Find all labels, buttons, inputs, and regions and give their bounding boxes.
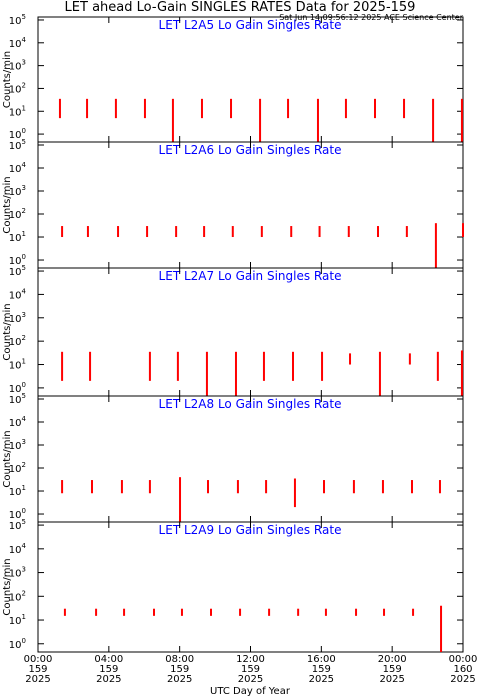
y-tick-label: 101 — [9, 613, 26, 627]
x-tick-day: 159 — [170, 664, 189, 675]
panel-title: LET L2A5 Lo Gain Singles Rate — [159, 18, 342, 32]
y-tick-label: 102 — [9, 589, 26, 603]
x-tick-label: 20:00 — [378, 654, 407, 665]
x-tick-day: 159 — [312, 664, 331, 675]
panel-title: LET L2A9 Lo Gain Singles Rate — [159, 523, 342, 537]
plot-frame — [37, 141, 464, 269]
x-tick-year: 2025 — [96, 674, 121, 685]
y-tick-label: 102 — [9, 81, 26, 95]
y-tick-exponent: 5 — [22, 138, 26, 146]
y-tick-label: 103 — [9, 59, 26, 73]
y-tick-exponent: 3 — [22, 311, 26, 319]
y-tick-label: 101 — [9, 230, 26, 244]
x-tick-label: 04:00 — [94, 654, 123, 665]
y-axis-label: Counts/min — [2, 558, 13, 615]
y-tick-exponent: 3 — [22, 438, 26, 446]
y-tick-label: 104 — [9, 287, 27, 301]
y-axis-label: Counts/min — [2, 303, 13, 360]
x-tick-label: 00:00 — [24, 654, 53, 665]
plot-frame — [37, 395, 464, 523]
y-tick-exponent: 0 — [22, 381, 26, 389]
x-tick-year: 2025 — [450, 674, 475, 685]
y-tick-exponent: 2 — [22, 81, 26, 89]
x-tick-year: 2025 — [379, 674, 404, 685]
y-tick-exponent: 0 — [22, 253, 26, 261]
y-axis-label: Counts/min — [2, 430, 13, 487]
y-tick-exponent: 0 — [22, 637, 26, 645]
y-tick-label: 105 — [9, 13, 26, 27]
panel-title: LET L2A7 Lo Gain Singles Rate — [159, 269, 342, 283]
y-tick-exponent: 4 — [22, 287, 27, 295]
y-tick-exponent: 1 — [22, 484, 26, 492]
x-tick-label: 12:00 — [236, 654, 265, 665]
y-tick-exponent: 2 — [22, 207, 26, 215]
y-tick-exponent: 0 — [22, 127, 26, 135]
y-tick-label: 105 — [9, 138, 26, 152]
plot-frame — [37, 16, 464, 143]
x-tick-day: 159 — [28, 664, 47, 675]
y-tick-label: 104 — [9, 542, 27, 556]
y-tick-exponent: 5 — [22, 264, 26, 272]
y-tick-exponent: 1 — [22, 230, 26, 238]
y-tick-label: 101 — [9, 484, 26, 498]
y-tick-label: 100 — [9, 637, 26, 651]
x-tick-label: 00:00 — [449, 654, 478, 665]
y-tick-label: 101 — [9, 358, 26, 372]
panel-title: LET L2A8 Lo Gain Singles Rate — [159, 397, 342, 411]
x-tick-year: 2025 — [238, 674, 263, 685]
plot-frame — [37, 267, 464, 397]
y-axis-label: Counts/min — [2, 176, 13, 233]
y-tick-exponent: 0 — [22, 507, 26, 515]
y-tick-label: 105 — [9, 392, 26, 406]
y-tick-label: 103 — [9, 184, 26, 198]
y-tick-exponent: 4 — [22, 542, 27, 550]
y-tick-label: 105 — [9, 264, 26, 278]
x-tick-day: 160 — [453, 664, 472, 675]
y-tick-exponent: 4 — [22, 36, 27, 44]
x-tick-year: 2025 — [167, 674, 192, 685]
y-tick-exponent: 2 — [22, 589, 26, 597]
x-tick-day: 159 — [383, 664, 402, 675]
y-tick-exponent: 2 — [22, 461, 26, 469]
x-tick-label: 08:00 — [165, 654, 194, 665]
x-tick-day: 159 — [99, 664, 118, 675]
y-tick-label: 101 — [9, 104, 26, 118]
y-tick-label: 104 — [9, 161, 27, 175]
y-tick-label: 102 — [9, 461, 26, 475]
x-tick-label: 16:00 — [307, 654, 336, 665]
y-tick-exponent: 1 — [22, 613, 26, 621]
y-tick-exponent: 3 — [22, 566, 26, 574]
x-tick-year: 2025 — [309, 674, 334, 685]
chart-title: LET ahead Lo-Gain SINGLES RATES Data for… — [65, 0, 416, 15]
y-tick-exponent: 2 — [22, 334, 26, 342]
y-tick-label: 103 — [9, 311, 26, 325]
y-tick-label: 103 — [9, 566, 26, 580]
y-tick-exponent: 1 — [22, 104, 26, 112]
y-tick-exponent: 3 — [22, 184, 26, 192]
y-tick-exponent: 1 — [22, 358, 26, 366]
x-tick-day: 159 — [241, 664, 260, 675]
y-tick-exponent: 5 — [22, 392, 26, 400]
y-tick-exponent: 5 — [22, 518, 26, 526]
y-tick-exponent: 4 — [22, 415, 27, 423]
y-tick-exponent: 3 — [22, 59, 26, 67]
y-tick-label: 102 — [9, 207, 26, 221]
y-tick-label: 104 — [9, 415, 27, 429]
y-axis-label: Counts/min — [2, 51, 13, 108]
plot-frame — [37, 521, 464, 653]
y-tick-label: 103 — [9, 438, 26, 452]
y-tick-label: 105 — [9, 518, 26, 532]
x-axis-label: UTC Day of Year — [210, 686, 291, 697]
y-tick-exponent: 4 — [22, 161, 27, 169]
y-tick-label: 104 — [9, 36, 27, 50]
y-tick-exponent: 5 — [22, 13, 26, 21]
y-tick-label: 102 — [9, 334, 26, 348]
panel-title: LET L2A6 Lo Gain Singles Rate — [159, 143, 342, 157]
x-tick-year: 2025 — [25, 674, 50, 685]
